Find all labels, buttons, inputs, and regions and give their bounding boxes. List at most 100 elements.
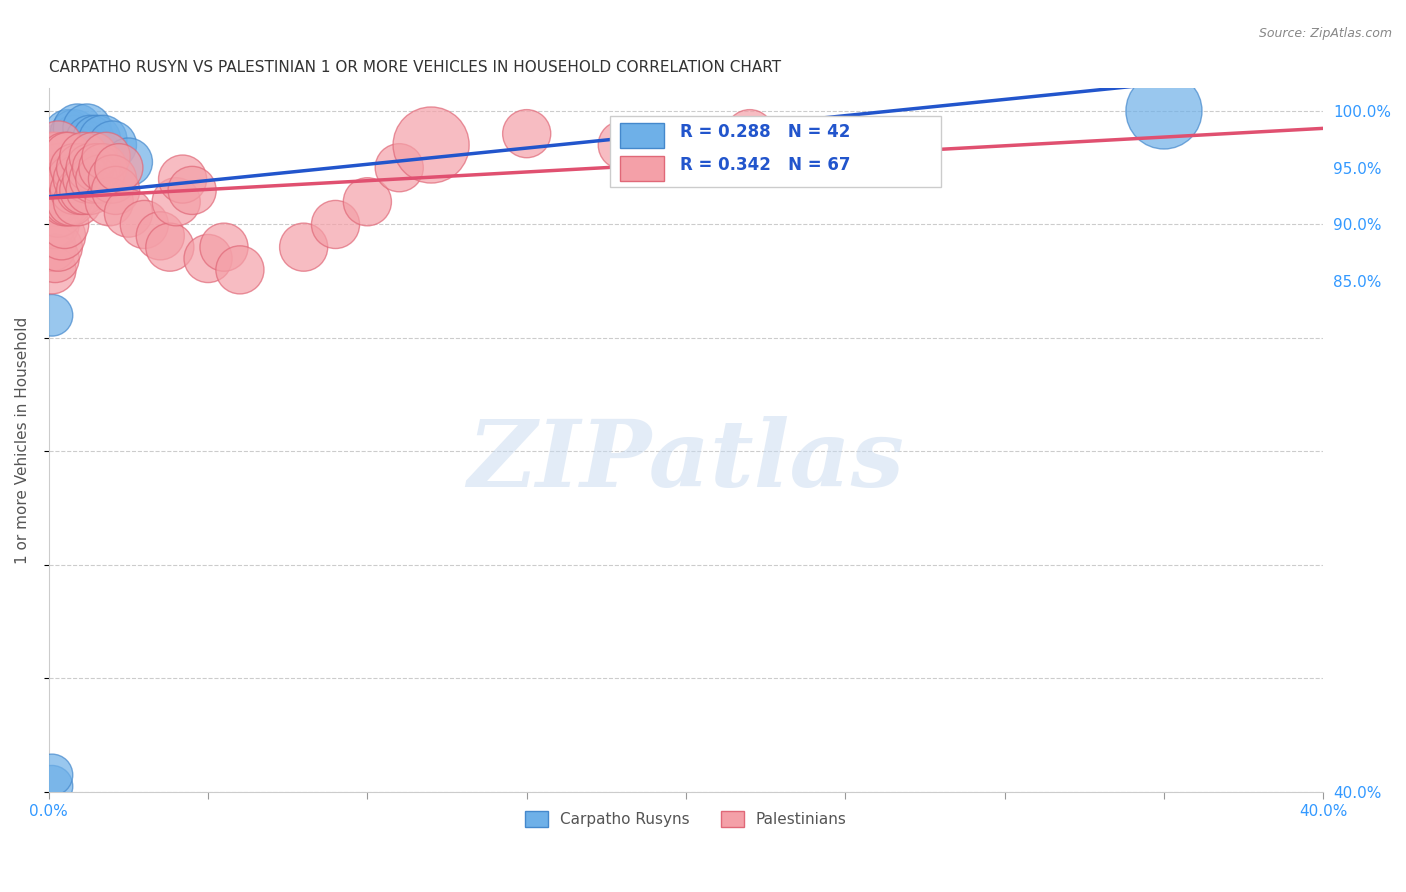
Point <box>51 228 73 243</box>
Point <box>41 155 63 169</box>
Point <box>41 172 63 186</box>
Point <box>94 149 117 163</box>
Point <box>516 127 538 141</box>
Point <box>1153 103 1175 118</box>
Point <box>101 138 124 153</box>
Point <box>159 240 181 254</box>
Point <box>53 149 76 163</box>
Point <box>41 779 63 793</box>
Point <box>41 183 63 197</box>
Point <box>76 120 98 135</box>
Point <box>53 218 76 232</box>
Point <box>53 138 76 153</box>
Point <box>53 166 76 180</box>
Point <box>44 161 66 175</box>
Point <box>101 172 124 186</box>
Point <box>292 240 315 254</box>
FancyBboxPatch shape <box>610 117 941 186</box>
Point <box>53 172 76 186</box>
Point <box>44 172 66 186</box>
Point <box>46 206 69 220</box>
Point <box>91 132 114 146</box>
Point <box>46 138 69 153</box>
Point <box>76 138 98 153</box>
Point <box>63 183 86 197</box>
Point <box>91 161 114 175</box>
Point <box>76 172 98 186</box>
Point <box>69 149 91 163</box>
Point <box>79 183 101 197</box>
Point <box>172 172 194 186</box>
Point <box>56 166 79 180</box>
Point <box>46 183 69 197</box>
Point <box>675 149 697 163</box>
Point <box>69 161 91 175</box>
Point <box>56 149 79 163</box>
Point <box>108 161 131 175</box>
Point <box>44 166 66 180</box>
Text: R = 0.342   N = 67: R = 0.342 N = 67 <box>679 156 851 174</box>
Point <box>56 194 79 209</box>
Point <box>44 252 66 266</box>
Point <box>46 240 69 254</box>
Point <box>44 155 66 169</box>
Point <box>79 132 101 146</box>
Text: Source: ZipAtlas.com: Source: ZipAtlas.com <box>1258 27 1392 40</box>
Point <box>60 194 83 209</box>
Point <box>89 149 111 163</box>
Point <box>165 194 187 209</box>
Point <box>56 172 79 186</box>
Point <box>41 194 63 209</box>
Point <box>41 308 63 322</box>
Point <box>41 263 63 277</box>
Point <box>51 183 73 197</box>
Point <box>53 178 76 192</box>
Point <box>117 155 139 169</box>
Point <box>44 218 66 232</box>
Point <box>41 166 63 180</box>
Point <box>98 194 121 209</box>
Point <box>51 149 73 163</box>
Point <box>44 149 66 163</box>
Point <box>73 144 96 158</box>
Point <box>41 172 63 186</box>
Point <box>325 218 347 232</box>
Point <box>44 149 66 163</box>
Legend: Carpatho Rusyns, Palestinians: Carpatho Rusyns, Palestinians <box>519 805 853 834</box>
Point <box>197 252 219 266</box>
Point <box>86 161 108 175</box>
Point <box>56 127 79 141</box>
Point <box>86 132 108 146</box>
Point <box>66 120 89 135</box>
Point <box>66 172 89 186</box>
Point <box>41 161 63 175</box>
Point <box>60 172 83 186</box>
Point <box>134 218 156 232</box>
Point <box>41 240 63 254</box>
FancyBboxPatch shape <box>620 123 665 148</box>
Point <box>612 138 634 153</box>
Point <box>63 161 86 175</box>
Point <box>63 132 86 146</box>
Point <box>41 149 63 163</box>
Y-axis label: 1 or more Vehicles in Household: 1 or more Vehicles in Household <box>15 317 30 564</box>
Point <box>44 194 66 209</box>
Point <box>420 138 443 153</box>
FancyBboxPatch shape <box>620 156 665 181</box>
Point <box>46 166 69 180</box>
Point <box>60 138 83 153</box>
Point <box>73 183 96 197</box>
Point <box>388 161 411 175</box>
Point <box>356 194 378 209</box>
Point <box>46 183 69 197</box>
Text: R = 0.288   N = 42: R = 0.288 N = 42 <box>679 123 851 141</box>
Point <box>51 166 73 180</box>
Point <box>104 183 127 197</box>
Point <box>181 183 204 197</box>
Point <box>41 218 63 232</box>
Point <box>66 194 89 209</box>
Point <box>89 172 111 186</box>
Point <box>60 172 83 186</box>
Point <box>229 263 252 277</box>
Point <box>46 161 69 175</box>
